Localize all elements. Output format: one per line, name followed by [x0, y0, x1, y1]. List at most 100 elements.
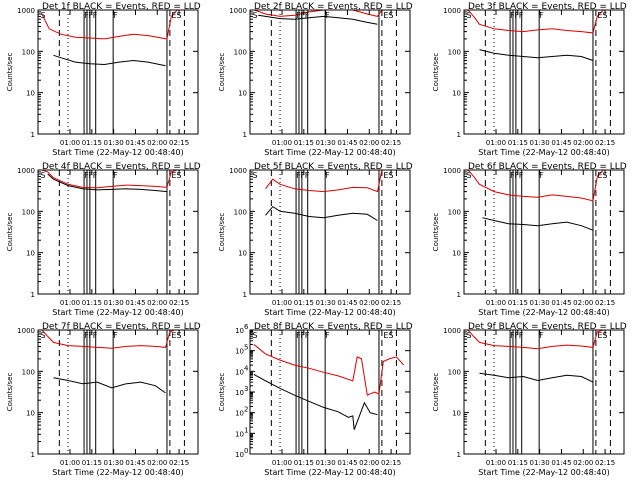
lld-series-line	[253, 10, 404, 17]
event-marker: ES	[383, 171, 393, 180]
lld-series-line	[467, 330, 618, 350]
y-axis-label: Counts/sec	[6, 213, 14, 252]
x-tick-label: 02:00	[359, 139, 379, 147]
x-tick-label: 01:00	[486, 459, 506, 467]
chart-title: Det 9f BLACK = Events, RED = LLD	[468, 322, 627, 332]
event-marker: ES	[383, 331, 393, 340]
x-tick-label: 02:15	[381, 299, 401, 307]
events-series-line	[47, 173, 168, 193]
y-tick-exponent: 6	[244, 323, 249, 331]
event-marker: F	[519, 331, 524, 340]
y-tick-label: 1	[31, 131, 35, 139]
event-marker: ES	[597, 11, 607, 20]
plot-frame	[463, 169, 625, 295]
y-tick-exponent: 4	[244, 364, 249, 372]
y-tick-label: 10	[238, 250, 247, 258]
y-tick-label: 10	[452, 410, 461, 418]
x-tick-label: 01:00	[272, 139, 292, 147]
x-tick-label: 01:30	[104, 299, 124, 307]
event-marker: F	[300, 171, 305, 180]
event-marker: F	[539, 11, 544, 20]
y-tick-label: 1	[31, 291, 35, 299]
chart-title: Det 2f BLACK = Events, RED = LLD	[254, 2, 413, 12]
x-tick-label: 01:15	[294, 459, 314, 467]
y-tick-label: 1000	[17, 7, 35, 15]
chart-panel-1: 1 10 100 1000 01:00 01:15 01:30 01:45 02:00 02:15…	[6, 2, 201, 157]
x-axis-label: Start Time (22-May-12 00:48:40)	[478, 468, 609, 477]
event-marker: F	[88, 11, 93, 20]
event-marker: S	[40, 331, 45, 340]
event-marker: F	[305, 11, 310, 20]
x-tick-label: 01:30	[104, 459, 124, 467]
event-marker: F	[305, 171, 310, 180]
y-axis-label: Counts/sec	[218, 213, 226, 252]
plot-frame	[249, 9, 411, 135]
x-tick-label: 01:15	[82, 459, 102, 467]
lld-series-line	[41, 330, 175, 349]
y-tick-label: 1	[457, 451, 461, 459]
event-marker: F	[325, 331, 330, 340]
x-tick-label: 02:15	[595, 459, 615, 467]
lld-series-line	[253, 344, 405, 396]
lld-series-line	[265, 170, 387, 193]
event-marker: F	[88, 331, 93, 340]
y-axis-label: Counts/sec	[6, 373, 14, 412]
events-series-line	[265, 205, 378, 221]
event-marker: F	[296, 11, 301, 20]
x-tick-label: 02:00	[359, 459, 379, 467]
y-tick-label: 10	[235, 348, 244, 356]
event-marker: F	[519, 171, 524, 180]
event-marker: F	[84, 11, 89, 20]
event-marker: S	[252, 11, 257, 20]
plot-frame	[463, 9, 625, 135]
x-axis-label: Start Time (22-May-12 00:48:40)	[52, 308, 183, 317]
y-tick-label: 1	[457, 131, 461, 139]
x-tick-label: 01:15	[508, 299, 528, 307]
lld-series-line	[467, 170, 618, 202]
x-tick-label: 01:15	[508, 459, 528, 467]
event-marker: F	[514, 171, 519, 180]
x-tick-label: 02:15	[381, 459, 401, 467]
event-marker: F	[93, 171, 98, 180]
y-tick-label: 100	[448, 208, 461, 216]
chart-title: Det 6f BLACK = Events, RED = LLD	[468, 162, 627, 172]
event-marker: F	[296, 171, 301, 180]
y-axis-label: Counts/sec	[6, 53, 14, 92]
x-tick-label: 02:00	[573, 139, 593, 147]
y-axis-label: Counts/sec	[218, 373, 226, 412]
x-tick-label: 02:15	[169, 139, 189, 147]
x-tick-label: 01:15	[82, 139, 102, 147]
event-marker: F	[325, 11, 330, 20]
event-marker: S	[466, 331, 471, 340]
y-tick-label: 10	[235, 451, 244, 459]
event-marker: S	[466, 11, 471, 20]
y-tick-label: 10	[235, 368, 244, 376]
plot-frame	[37, 169, 199, 295]
x-tick-label: 01:45	[125, 139, 145, 147]
x-tick-label: 01:45	[125, 299, 145, 307]
y-tick-label: 100	[22, 208, 35, 216]
lld-series-line	[41, 170, 192, 189]
y-axis-label: Counts/sec	[432, 213, 440, 252]
y-tick-label: 1	[243, 131, 247, 139]
y-tick-exponent: 2	[244, 406, 248, 414]
event-marker: F	[113, 331, 118, 340]
x-tick-label: 01:30	[316, 299, 336, 307]
x-tick-label: 01:15	[508, 139, 528, 147]
event-marker: F	[514, 11, 519, 20]
y-tick-label: 1000	[443, 7, 461, 15]
x-tick-label: 01:00	[60, 299, 80, 307]
event-marker: F	[539, 171, 544, 180]
chart-title: Det 4f BLACK = Events, RED = LLD	[42, 162, 201, 172]
y-tick-label: 1000	[229, 167, 247, 175]
x-tick-label: 01:00	[272, 299, 292, 307]
event-marker: F	[88, 171, 93, 180]
y-tick-label: 100	[22, 368, 35, 376]
event-marker: F	[539, 331, 544, 340]
x-tick-label: 01:00	[60, 139, 80, 147]
event-marker: F	[510, 11, 515, 20]
events-series-line	[479, 372, 594, 383]
events-series-line	[479, 49, 594, 61]
y-tick-label: 1000	[443, 327, 461, 335]
events-series-line	[253, 374, 378, 430]
